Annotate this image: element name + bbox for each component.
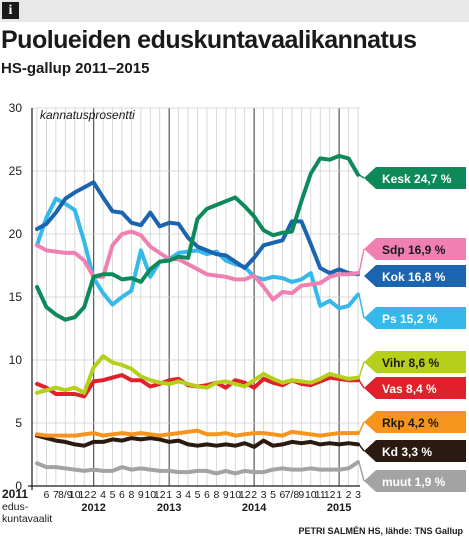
series-lines <box>35 153 360 476</box>
x-tick-label: 9 <box>298 489 304 501</box>
x-tick-label: 12 <box>239 489 251 501</box>
series-line-kd <box>35 433 360 449</box>
info-icon[interactable]: i <box>2 2 19 19</box>
label-tag-muut <box>364 470 466 492</box>
y-tick-label: 5 <box>15 416 22 430</box>
x-tick-label: 2013 <box>157 502 181 514</box>
y-tick-label: 20 <box>9 227 23 241</box>
x-tick-label: 10 <box>69 489 81 501</box>
series-line-muut <box>35 460 360 476</box>
label-tag-rkp <box>364 411 466 433</box>
x-tick-label: 6 <box>204 489 210 501</box>
series-label-sdp: Sdp 16,9 % <box>382 243 446 257</box>
y-tick-label: 30 <box>9 101 23 115</box>
label-leader-kd <box>358 443 365 452</box>
x-tick-label: 12 <box>154 489 166 501</box>
x-tick-label: 10 <box>305 489 317 501</box>
series-line-vihr <box>35 354 360 395</box>
x-tick-label: 4 <box>100 489 106 501</box>
x-tick-label: 2012 <box>81 502 105 514</box>
x-tick-label: 5 <box>110 489 116 501</box>
x-tick-label: 2 <box>251 489 257 501</box>
series-line-sdp <box>35 229 360 302</box>
x-tick-label: 2011 <box>2 487 28 501</box>
series-line-ps <box>35 196 360 311</box>
series-labels: Kesk 24,7 % Sdp 16,9 % Kok 16,8 % Ps 15,2 %… <box>358 167 466 492</box>
x-tick-label: 8 <box>213 489 219 501</box>
label-leader-vihr <box>358 361 365 378</box>
series-line-kok <box>35 180 360 277</box>
label-tag-kd <box>364 440 466 462</box>
x-tick-label: 3 <box>355 489 361 501</box>
top-bar: i <box>0 0 469 22</box>
x-tick-label: 12 <box>78 489 90 501</box>
series-label-kesk: Kesk 24,7 % <box>382 172 452 186</box>
x-tick-label: 4 <box>185 489 191 501</box>
series-label-muut: muut 1,9 % <box>382 475 446 489</box>
x-tick-label: 1 <box>336 489 342 501</box>
label-tag-ps <box>364 307 466 329</box>
series-line-rkp <box>35 428 360 438</box>
label-leader-ps <box>358 294 365 319</box>
y-tick-label: 15 <box>9 290 23 304</box>
x-tick-label: 3 <box>261 489 267 501</box>
series-label-kok: Kok 16,8 % <box>382 270 446 284</box>
label-tag-kok <box>364 265 466 287</box>
x-tick-label: 8 <box>128 489 134 501</box>
x-tick-label: 6 <box>280 489 286 501</box>
x-tick-label: 6 <box>119 489 125 501</box>
label-leader-vas <box>358 379 365 389</box>
x-tick-label: 10 <box>144 489 156 501</box>
label-tag-vihr <box>364 351 466 373</box>
label-leader-muut <box>358 461 365 482</box>
x-tick-label: 3 <box>176 489 182 501</box>
series-label-vihr: Vihr 8,6 % <box>382 356 439 370</box>
source-credit: PETRI SALMÉN HS, lähde: TNS Gallup <box>298 526 463 536</box>
x-tick-label: 2 <box>346 489 352 501</box>
y-tick-label: 25 <box>9 164 23 178</box>
x-tick-label: 10 <box>229 489 241 501</box>
x-tick-label: 9 <box>223 489 229 501</box>
x-tick-label: 8/9 <box>58 489 73 501</box>
x-tick-label: 1 <box>166 489 172 501</box>
x-tick-label: 2014 <box>242 502 267 514</box>
x-tick-label: 11 <box>315 489 326 501</box>
x-tick-label: 5 <box>195 489 201 501</box>
x-tick-label: kuntavaalit <box>2 513 52 525</box>
x-tick-label: 6 <box>44 489 50 501</box>
y-axis-label: kannatusprosentti <box>40 108 135 122</box>
x-tick-label: 7/8 <box>285 489 300 501</box>
label-leader-kesk <box>358 174 365 179</box>
series-label-vas: Vas 8,4 % <box>382 382 437 396</box>
x-tick-label: 12 <box>324 489 336 501</box>
series-line-kesk <box>35 153 360 322</box>
grid <box>32 107 360 487</box>
series-label-rkp: Rkp 4,2 % <box>382 416 439 430</box>
label-tag-vas <box>364 377 466 399</box>
chart-subtitle: HS-gallup 2011–2015 <box>1 60 150 77</box>
x-tick-label: 9 <box>138 489 144 501</box>
chart-title: Puolueiden eduskuntavaalikannatus <box>1 26 417 54</box>
label-tag-kesk <box>364 167 466 189</box>
series-label-ps: Ps 15,2 % <box>382 312 438 326</box>
x-tick-label: 2015 <box>327 502 351 514</box>
x-tick-label: 7 <box>53 489 59 501</box>
label-leader-rkp <box>358 421 365 434</box>
y-tick-label: 0 <box>15 479 22 493</box>
y-tick-label: 10 <box>9 353 23 367</box>
series-label-kd: Kd 3,3 % <box>382 445 432 459</box>
label-tag-sdp <box>364 238 466 260</box>
x-tick-label: 2 <box>91 489 97 501</box>
label-leader-sdp <box>358 248 365 274</box>
x-tick-label: edus- <box>2 501 29 513</box>
x-tick-label: 5 <box>270 489 276 501</box>
